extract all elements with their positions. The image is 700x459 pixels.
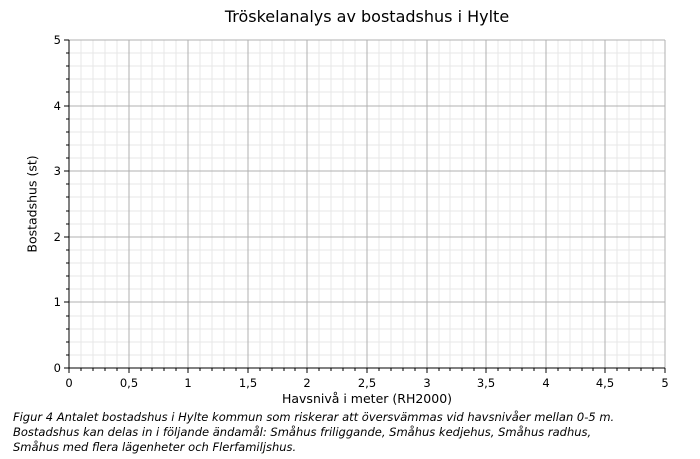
x-axis-label: Havsnivå i meter (RH2000): [281, 391, 453, 406]
y-tick-label: 3: [54, 164, 61, 178]
x-tick-label: 2: [303, 376, 310, 390]
figure-caption: Figur 4 Antalet bostadshus i Hylte kommu…: [13, 410, 614, 455]
y-tick-label: 0: [54, 361, 61, 375]
x-tick-label: 0,5: [120, 376, 138, 390]
y-tick-label: 1: [54, 295, 61, 309]
x-tick-label: 5: [661, 376, 668, 390]
x-tick-label: 4: [542, 376, 549, 390]
y-tick-label: 4: [54, 99, 61, 113]
y-axis-label: Bostadshus (st): [24, 155, 40, 253]
caption-line: Figur 4 Antalet bostadshus i Hylte kommu…: [13, 410, 615, 424]
x-tick-label: 3: [423, 376, 430, 390]
y-tick-label: 5: [54, 33, 61, 47]
x-tick-label: 3,5: [477, 376, 495, 390]
x-tick-label: 1,5: [239, 376, 257, 390]
x-tick-label: 2,5: [358, 376, 376, 390]
caption-line: Småhus med flera lägenheter och Flerfami…: [13, 440, 297, 454]
chart-title: Tröskelanalys av bostadshus i Hylte: [224, 7, 510, 26]
x-tick-label: 0: [65, 376, 72, 390]
y-tick-label: 2: [54, 230, 61, 244]
x-tick-label: 1: [184, 376, 191, 390]
x-tick-label: 4,5: [596, 376, 614, 390]
caption-line: Bostadshus kan delas in i följande ändam…: [13, 425, 592, 439]
